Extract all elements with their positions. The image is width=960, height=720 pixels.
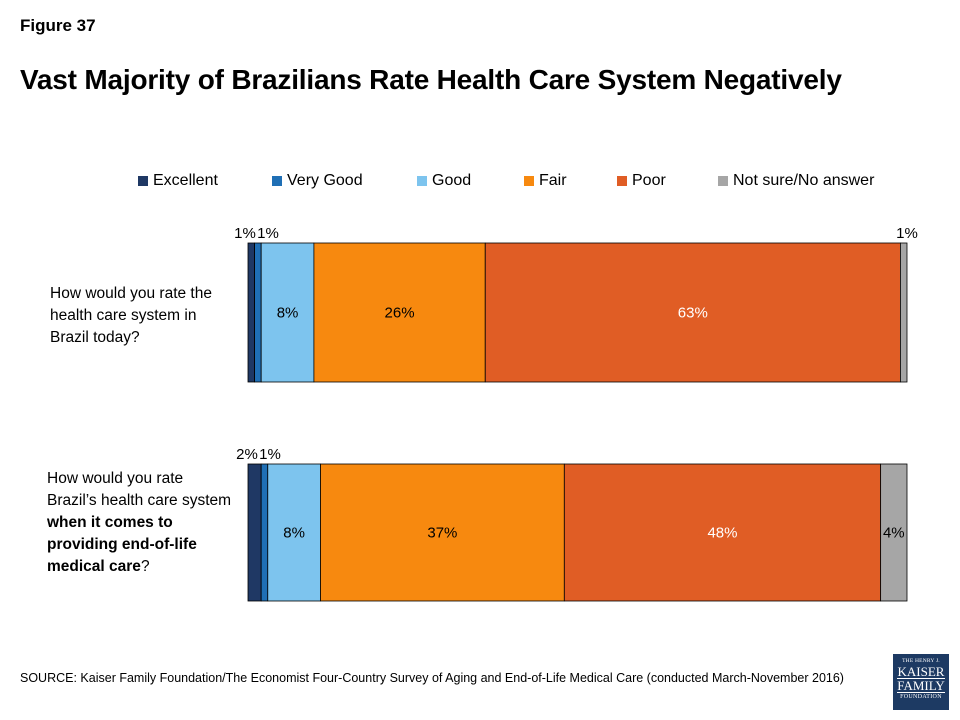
data-label: 37% <box>427 525 457 542</box>
logo-line-1: THE HENRY J. <box>902 658 940 664</box>
data-label: 63% <box>678 305 708 322</box>
legend-label: Poor <box>632 172 666 189</box>
bar-segment-poor-row-1 <box>484 242 901 383</box>
bar-segment-good-row-1 <box>260 242 315 383</box>
kff-logo: THE HENRY J. KAISER FAMILY FOUNDATION <box>893 654 949 710</box>
legend-label: Not sure/No answer <box>733 172 875 189</box>
data-label: 26% <box>385 305 415 322</box>
legend-item-1: Very Good <box>272 172 363 190</box>
bar-segment-not-sure-no-answer-row-1 <box>900 242 908 383</box>
legend-swatch <box>524 176 534 186</box>
data-label: 48% <box>707 525 737 542</box>
question-1-label: How would you rate the health care syste… <box>50 283 230 349</box>
chart-legend: Excellent Very Good Good Fair Poor Not sure/N… <box>0 172 960 194</box>
legend-swatch <box>272 176 282 186</box>
legend-item-4: Poor <box>617 172 666 190</box>
data-label: 1% <box>896 225 918 242</box>
legend-swatch <box>617 176 627 186</box>
question-2-end-text: ? <box>140 558 150 575</box>
legend-label: Fair <box>539 172 567 189</box>
legend-item-0: Excellent <box>138 172 218 190</box>
legend-swatch <box>417 176 427 186</box>
legend-item-2: Good <box>417 172 471 190</box>
question-2-text: How would you rate Brazil’s health care … <box>47 470 232 509</box>
bar-segment-excellent-row-2 <box>247 463 262 602</box>
legend-swatch <box>718 176 728 186</box>
bar-segment-very-good-row-1 <box>254 242 262 383</box>
legend-item-3: Fair <box>524 172 567 190</box>
source-note: SOURCE: Kaiser Family Foundation/The Eco… <box>20 671 844 685</box>
data-label: 8% <box>283 525 305 542</box>
data-label: 1% <box>234 225 256 242</box>
logo-line-3: FAMILY <box>897 678 945 693</box>
question-1-text: How would you rate the health care syste… <box>50 285 212 346</box>
question-2-bold-text: when it comes to providing end-of-life m… <box>47 514 197 575</box>
data-label: 8% <box>277 305 299 322</box>
data-label: 4% <box>883 525 905 542</box>
bar-segment-fair-row-2 <box>320 463 565 602</box>
question-2-label: How would you rate Brazil’s health care … <box>47 468 237 578</box>
figure-label: Figure 37 <box>20 16 96 35</box>
logo-line-2: KAISER <box>897 664 945 679</box>
data-label: 1% <box>257 225 279 242</box>
data-label: 2% <box>236 446 258 463</box>
page-title: Vast Majority of Brazilians Rate Health … <box>20 64 842 95</box>
legend-label: Good <box>432 172 472 189</box>
bar-segment-poor-row-2 <box>563 463 882 602</box>
bar-segment-fair-row-1 <box>313 242 486 383</box>
legend-label: Excellent <box>153 172 218 189</box>
bar-segment-not-sure-no-answer-row-2 <box>880 463 908 602</box>
legend-swatch <box>138 176 148 186</box>
legend-item-5: Not sure/No answer <box>718 172 874 190</box>
bar-segment-very-good-row-2 <box>260 463 269 602</box>
bar-segment-excellent-row-1 <box>247 242 255 383</box>
data-label: 1% <box>259 446 281 463</box>
logo-line-4: FOUNDATION <box>900 694 942 700</box>
legend-label: Very Good <box>287 172 363 189</box>
